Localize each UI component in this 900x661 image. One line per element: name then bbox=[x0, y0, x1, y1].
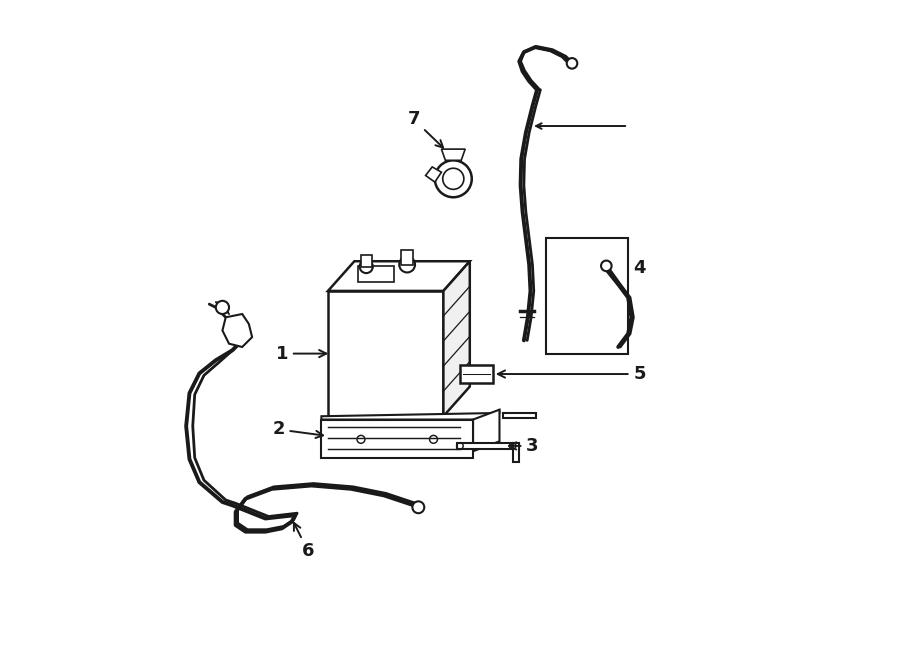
Text: 3: 3 bbox=[509, 437, 539, 455]
Polygon shape bbox=[473, 410, 500, 451]
Bar bbox=[545, 238, 628, 354]
Text: 6: 6 bbox=[294, 523, 314, 561]
Polygon shape bbox=[513, 443, 519, 463]
Polygon shape bbox=[503, 413, 536, 418]
Polygon shape bbox=[321, 410, 500, 420]
Text: 5: 5 bbox=[498, 365, 646, 383]
Circle shape bbox=[216, 301, 229, 314]
Bar bbox=[361, 254, 372, 266]
Polygon shape bbox=[426, 167, 441, 182]
Polygon shape bbox=[456, 443, 519, 449]
Circle shape bbox=[435, 161, 472, 197]
Circle shape bbox=[443, 169, 464, 189]
Polygon shape bbox=[444, 261, 470, 416]
Circle shape bbox=[400, 256, 415, 272]
Circle shape bbox=[412, 501, 424, 513]
Text: 4: 4 bbox=[634, 259, 646, 277]
Polygon shape bbox=[328, 261, 470, 291]
Polygon shape bbox=[222, 314, 252, 347]
Circle shape bbox=[360, 260, 373, 273]
Bar bbox=[460, 365, 493, 383]
Polygon shape bbox=[321, 420, 473, 458]
Circle shape bbox=[567, 58, 577, 69]
Text: 1: 1 bbox=[275, 344, 327, 363]
Polygon shape bbox=[441, 149, 465, 161]
Bar bbox=[401, 250, 413, 264]
Bar bbox=[328, 291, 444, 416]
Bar bbox=[357, 266, 394, 282]
Text: 2: 2 bbox=[273, 420, 323, 438]
Circle shape bbox=[601, 260, 612, 271]
Text: 7: 7 bbox=[408, 110, 443, 147]
